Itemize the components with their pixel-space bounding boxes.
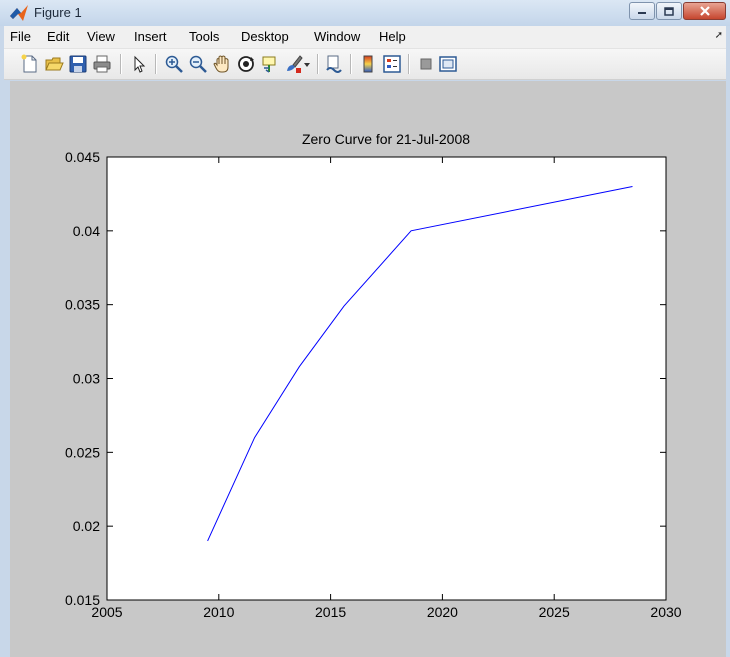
menu-overflow-arrow-icon[interactable]: ➚ — [714, 30, 723, 41]
y-tick-label: 0.015 — [65, 592, 100, 608]
window-controls — [628, 2, 726, 22]
colorbar-icon[interactable] — [358, 54, 378, 74]
close-icon — [699, 6, 710, 16]
print-icon[interactable] — [92, 54, 112, 74]
rotate-3d-icon[interactable] — [236, 54, 256, 74]
close-button[interactable] — [683, 2, 726, 20]
figure-left-frame — [4, 81, 10, 657]
x-axis: 2005 2010 2015 2020 2025 2030 — [91, 157, 682, 620]
brush-dropdown-arrow-icon[interactable] — [302, 54, 312, 74]
y-tick-label: 0.035 — [65, 297, 100, 313]
y-tick-label: 0.03 — [73, 371, 100, 387]
toolbar-separator — [350, 54, 352, 74]
brush-icon[interactable] — [284, 54, 304, 74]
y-axis: 0.015 0.02 0.025 0.03 0.035 0.04 0.045 — [65, 149, 666, 608]
axes-background[interactable] — [107, 157, 666, 600]
y-tick-label: 0.045 — [65, 149, 100, 165]
x-tick-label: 2025 — [539, 604, 570, 620]
menu-edit[interactable]: Edit — [47, 29, 70, 44]
x-tick-label: 2015 — [315, 604, 346, 620]
toolbar-separator — [120, 54, 122, 74]
menu-bar: File Edit View Insert Tools Desktop Wind… — [4, 26, 726, 49]
x-tick-label: 2020 — [427, 604, 458, 620]
menu-desktop[interactable]: Desktop — [241, 29, 289, 44]
y-tick-label: 0.02 — [73, 518, 100, 534]
new-figure-icon[interactable] — [20, 54, 40, 74]
pan-hand-icon[interactable] — [212, 54, 232, 74]
figure-toolbar — [4, 49, 726, 80]
zoom-in-icon[interactable] — [164, 54, 184, 74]
open-file-icon[interactable] — [44, 54, 64, 74]
link-plot-icon[interactable] — [324, 54, 344, 74]
axes-frame — [106, 156, 667, 601]
toolbar-separator — [155, 54, 157, 74]
select-arrow-icon[interactable] — [129, 54, 149, 74]
hide-plot-tools-icon[interactable] — [416, 54, 436, 74]
menu-view[interactable]: View — [87, 29, 115, 44]
data-cursor-icon[interactable] — [260, 54, 280, 74]
menu-tools[interactable]: Tools — [189, 29, 220, 44]
menu-window[interactable]: Window — [314, 29, 361, 44]
series-line-0[interactable] — [207, 186, 633, 542]
menu-help[interactable]: Help — [379, 29, 406, 44]
menu-file[interactable]: File — [10, 29, 31, 44]
window-title: Figure 1 — [34, 5, 82, 20]
maximize-button[interactable] — [656, 2, 682, 20]
show-plot-tools-icon[interactable] — [438, 54, 458, 74]
y-tick-label: 0.025 — [65, 444, 100, 460]
x-tick-label: 2010 — [203, 604, 234, 620]
title-bar[interactable]: Figure 1 — [0, 0, 730, 26]
chart-title: Zero Curve for 21-Jul-2008 — [302, 131, 470, 147]
save-icon[interactable] — [68, 54, 88, 74]
zoom-out-icon[interactable] — [188, 54, 208, 74]
menu-insert[interactable]: Insert — [134, 29, 167, 44]
maximize-icon — [664, 6, 674, 16]
minimize-button[interactable] — [629, 2, 655, 20]
y-tick-label: 0.04 — [73, 223, 100, 239]
x-tick-label: 2005 — [91, 604, 122, 620]
toolbar-separator — [408, 54, 410, 74]
matlab-logo-icon — [10, 5, 28, 21]
legend-icon[interactable] — [382, 54, 402, 74]
minimize-icon — [638, 12, 646, 14]
x-tick-label: 2030 — [650, 604, 681, 620]
toolbar-separator — [317, 54, 319, 74]
series-layer — [207, 186, 633, 542]
